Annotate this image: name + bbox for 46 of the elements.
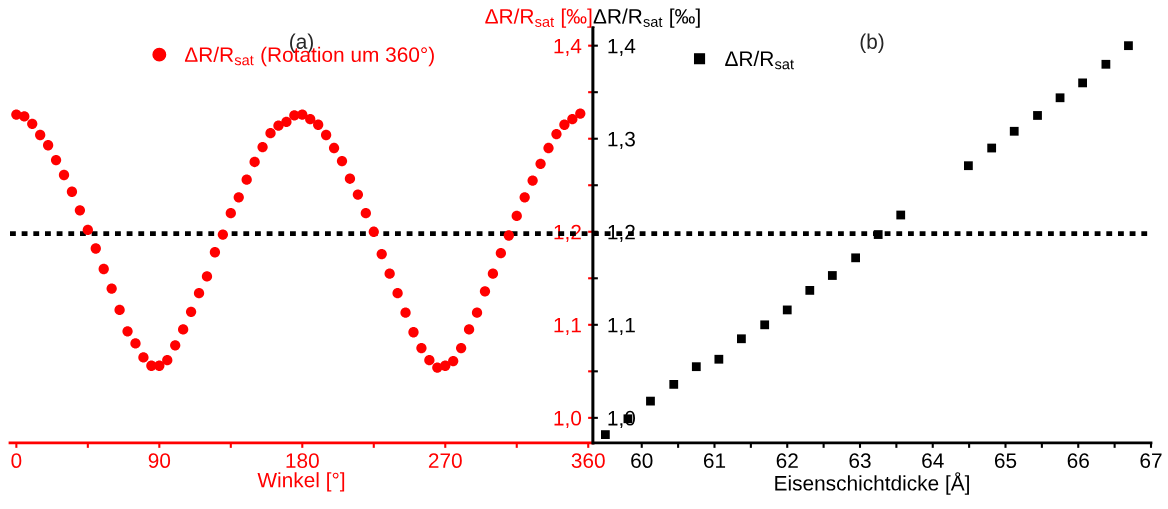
point [782,305,792,315]
point [1124,41,1133,51]
y-tick-label: 1,4 [608,38,636,56]
point [987,143,997,153]
point [1033,111,1042,120]
y-tick-label: 1,3 [608,131,635,149]
point [805,285,815,295]
point [1055,93,1065,103]
x-axis-title: Winkel [°] [257,472,345,492]
point [600,430,610,439]
y-axis-title: ΔR/R$_{sat}$ [‰] [593,8,700,28]
point [714,354,724,364]
x-tick-label: 360 [571,453,605,469]
x-tick-label: 66 [1067,453,1089,469]
point [896,210,906,220]
y-axis-title: ΔR/R$_{sat}$ [‰] [485,8,592,28]
chart-title: (b) [860,33,884,54]
point [669,379,679,389]
point [1078,78,1088,88]
x-tick-label: 180 [286,453,319,469]
point [1101,59,1111,69]
x-tick-label: 270 [428,453,462,469]
x-tick-label: 61 [703,453,726,469]
x-tick-label: 67 [1140,453,1162,469]
x-tick-label: 65 [994,453,1017,469]
y-tick-label: 1,0 [554,410,582,429]
point [1009,126,1019,136]
point [737,334,746,344]
point [964,161,973,171]
point [827,271,837,280]
x-tick-label: 62 [776,453,798,469]
point [873,230,883,239]
point [851,253,861,263]
legend-label: ΔR/R$_{sat}$ [725,50,794,70]
point [646,396,655,406]
y-tick-label: 1,4 [554,38,582,56]
x-axis-title: Eisenschichtdicke [Å] [775,472,969,495]
x-tick-label: 0 [11,453,22,469]
y-tick-label: 1,1 [608,318,635,336]
x-tick-label: 63 [849,453,871,469]
point [691,362,701,372]
x-tick-label: 90 [148,453,171,469]
y-tick-label: 1,1 [554,318,581,336]
x-tick-label: 64 [922,453,944,469]
x-tick-label: 60 [631,453,653,469]
point [760,320,770,330]
